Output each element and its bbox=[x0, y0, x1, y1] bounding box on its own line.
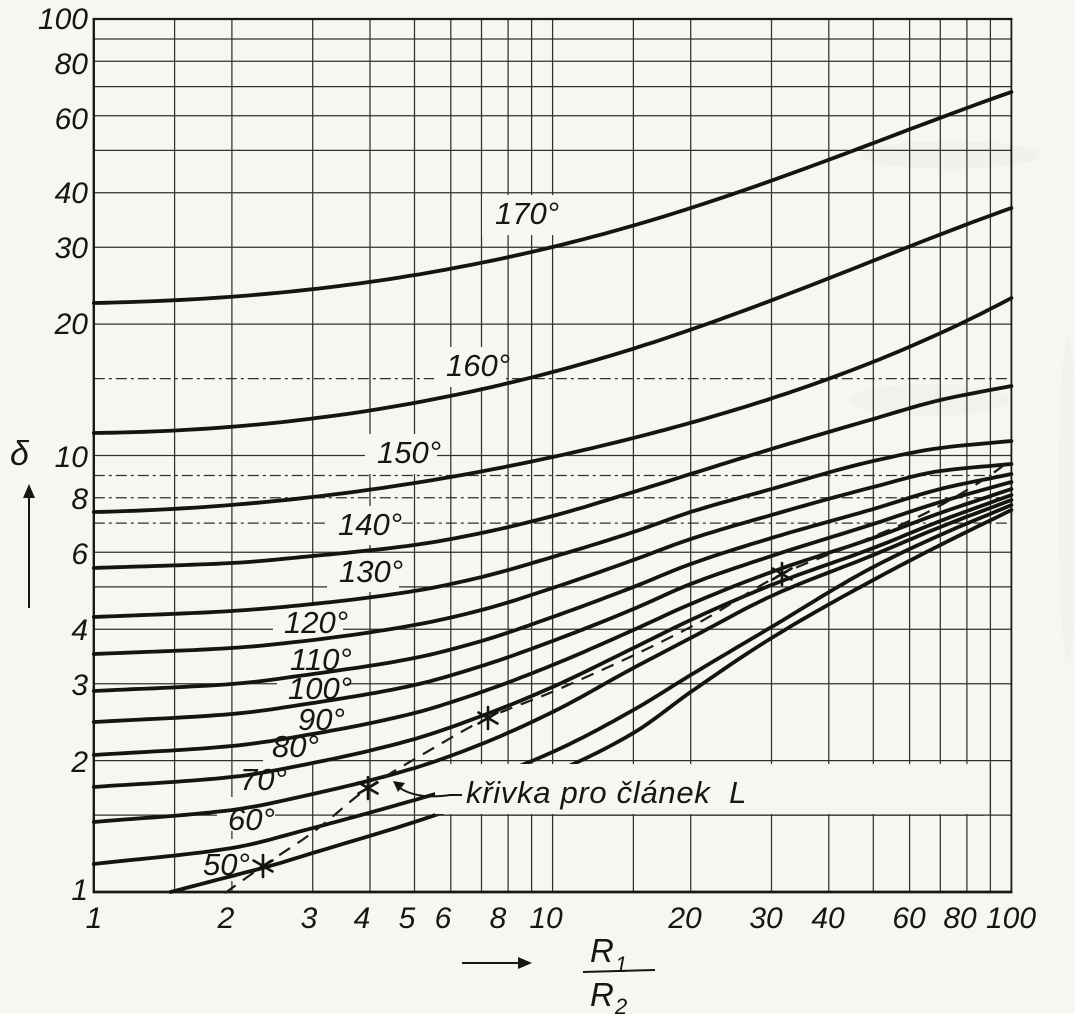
svg-text:20: 20 bbox=[54, 308, 89, 341]
svg-text:80: 80 bbox=[55, 48, 89, 81]
svg-text:30: 30 bbox=[55, 232, 89, 265]
svg-text:60: 60 bbox=[55, 103, 89, 136]
svg-text:δ: δ bbox=[10, 435, 30, 473]
svg-text:8: 8 bbox=[490, 902, 507, 935]
svg-text:R: R bbox=[590, 976, 614, 1013]
svg-text:110°: 110° bbox=[290, 642, 352, 677]
svg-text:20: 20 bbox=[667, 902, 702, 935]
svg-text:150°: 150° bbox=[377, 435, 441, 470]
svg-text:křivka pro článek L: křivka pro článek L bbox=[466, 775, 747, 810]
svg-text:10: 10 bbox=[529, 902, 563, 935]
svg-text:90°: 90° bbox=[298, 702, 345, 737]
svg-text:6: 6 bbox=[71, 538, 88, 571]
svg-text:50°: 50° bbox=[203, 847, 250, 882]
svg-text:10: 10 bbox=[55, 441, 89, 474]
svg-text:R: R bbox=[590, 932, 614, 969]
svg-text:130°: 130° bbox=[339, 554, 403, 589]
svg-text:3: 3 bbox=[71, 669, 88, 702]
svg-text:60°: 60° bbox=[228, 802, 275, 837]
svg-text:1: 1 bbox=[86, 902, 103, 935]
svg-text:40: 40 bbox=[55, 177, 89, 210]
svg-text:60: 60 bbox=[892, 902, 926, 935]
svg-text:100: 100 bbox=[38, 3, 88, 36]
svg-text:70°: 70° bbox=[240, 762, 287, 797]
svg-text:2: 2 bbox=[217, 902, 235, 935]
svg-text:4: 4 bbox=[354, 902, 371, 935]
svg-text:40: 40 bbox=[811, 902, 845, 935]
svg-text:4: 4 bbox=[71, 614, 88, 647]
svg-text:100°: 100° bbox=[288, 671, 352, 706]
svg-text:140°: 140° bbox=[338, 507, 402, 542]
svg-text:80°: 80° bbox=[272, 729, 319, 764]
svg-text:3: 3 bbox=[301, 902, 318, 935]
svg-text:2: 2 bbox=[70, 746, 88, 779]
svg-text:170°: 170° bbox=[495, 196, 559, 231]
svg-text:8: 8 bbox=[71, 483, 88, 516]
svg-text:120°: 120° bbox=[284, 605, 348, 640]
svg-text:2: 2 bbox=[614, 994, 627, 1014]
svg-text:1: 1 bbox=[71, 874, 88, 907]
svg-text:160°: 160° bbox=[446, 348, 510, 383]
svg-text:80: 80 bbox=[943, 902, 977, 935]
svg-text:100: 100 bbox=[986, 902, 1036, 935]
svg-text:6: 6 bbox=[435, 902, 452, 935]
svg-text:30: 30 bbox=[749, 902, 783, 935]
svg-text:1: 1 bbox=[615, 952, 627, 977]
svg-text:5: 5 bbox=[399, 902, 416, 935]
